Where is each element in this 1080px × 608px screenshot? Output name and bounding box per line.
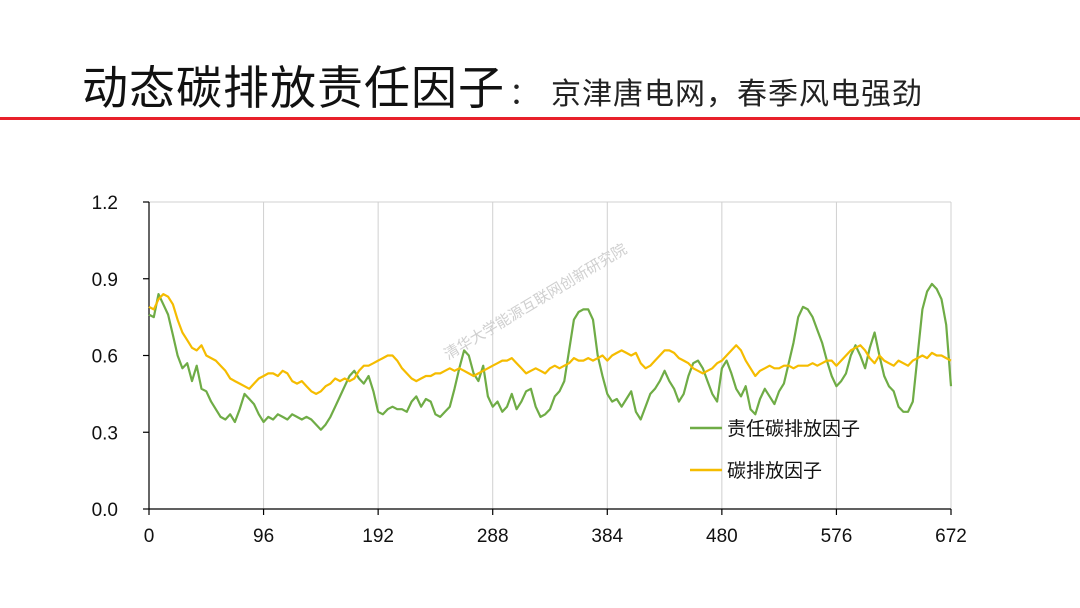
page-title: 动态碳排放责任因子 (82, 61, 505, 115)
title-colon: ： (509, 77, 539, 112)
y-tick-label: 0.9 (92, 270, 118, 291)
x-tick-label: 288 (477, 526, 509, 547)
legend-label: 责任碳排放因子 (727, 418, 860, 440)
series-line-responsibility (148, 282, 953, 431)
series-line-emission (148, 293, 952, 395)
y-tick-label: 0.0 (92, 500, 118, 521)
legend-label: 碳排放因子 (727, 460, 822, 482)
x-tick-label: 192 (362, 526, 394, 547)
x-tick-label: 0 (144, 526, 155, 547)
axes: 0.0 0.3 0.6 0.9 1.2 0 96 192 288 384 480 576 672 (92, 193, 967, 547)
y-tick-label: 0.3 (92, 423, 118, 444)
x-tick-label: 672 (935, 526, 967, 547)
x-tick-label: 480 (706, 526, 738, 547)
watermark: 清华大学能源互联网创新研究院 (441, 240, 630, 364)
page-subtitle: 京津唐电网，春季风电强劲 (551, 77, 923, 112)
x-tick-label: 384 (591, 526, 623, 547)
x-tick-label: 96 (253, 526, 274, 547)
y-tick-label: 1.2 (92, 193, 118, 214)
title-row: 动态碳排放责任因子： 京津唐电网，春季风电强劲 (82, 52, 923, 118)
series-group (148, 282, 953, 431)
title-divider (0, 117, 1080, 120)
x-tick-label: 576 (821, 526, 853, 547)
grid-lines (149, 201, 952, 509)
y-tick-label: 0.6 (92, 347, 118, 368)
